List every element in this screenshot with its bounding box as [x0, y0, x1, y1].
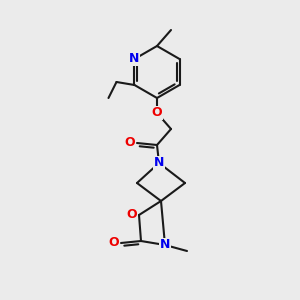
Text: N: N	[154, 157, 164, 169]
Text: O: O	[152, 106, 162, 119]
Text: N: N	[160, 238, 170, 251]
Text: O: O	[109, 236, 119, 250]
Text: N: N	[129, 52, 140, 65]
Text: O: O	[127, 208, 137, 221]
Text: O: O	[125, 136, 135, 149]
